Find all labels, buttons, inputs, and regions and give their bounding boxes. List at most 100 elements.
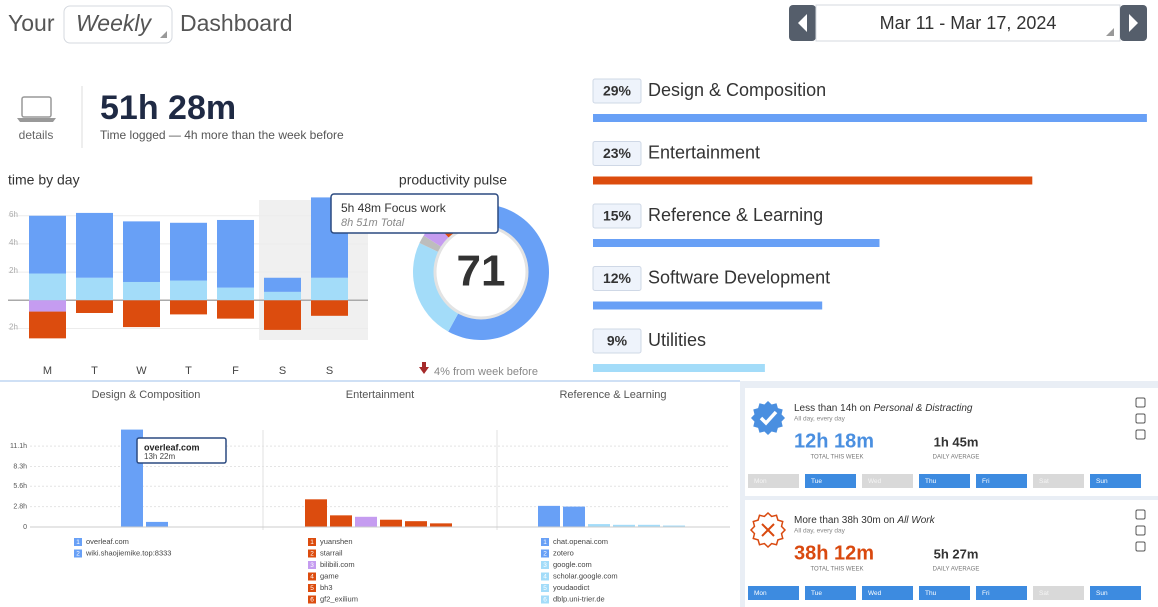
- period-value[interactable]: Weekly: [76, 10, 152, 36]
- day-bar-segment: [76, 277, 113, 301]
- day-label: Fri: [982, 478, 990, 485]
- x-tick-label: T: [185, 365, 192, 377]
- pulse-title: productivity pulse: [399, 172, 507, 188]
- legend-label[interactable]: zotero: [553, 548, 574, 557]
- goal-note: All day, every day: [794, 416, 846, 423]
- day-label: Fri: [982, 590, 990, 597]
- category-name[interactable]: Software Development: [648, 267, 830, 287]
- app-bar[interactable]: [405, 521, 427, 527]
- period-dropdown[interactable]: [63, 5, 173, 44]
- goal-action-icon[interactable]: [1135, 541, 1146, 552]
- goal-average: 1h 45m: [934, 434, 979, 449]
- legend-swatch: [308, 538, 316, 546]
- legend-swatch: [541, 561, 549, 569]
- x-tick-label: F: [232, 365, 239, 377]
- goal-action-icon[interactable]: [1135, 413, 1146, 424]
- legend-swatch: [541, 549, 549, 558]
- legend-label[interactable]: starrail: [320, 548, 343, 557]
- y-tick-label: 4h: [9, 238, 18, 247]
- app-bar[interactable]: [563, 506, 585, 527]
- details-link[interactable]: details: [19, 128, 54, 142]
- app-tooltip-subtitle: 13h 22m: [144, 452, 175, 461]
- pulse-tooltip-title: 5h 48m Focus work: [341, 201, 447, 215]
- goal-total: 12h 18m: [794, 430, 874, 452]
- goals: Less than 14h on Personal & Distracting A…: [745, 388, 1158, 607]
- day-bar-segment: [29, 300, 66, 312]
- header-prefix: Your: [8, 10, 55, 36]
- laptop-icon[interactable]: [21, 96, 52, 118]
- legend-label[interactable]: chat.openai.com: [553, 537, 608, 546]
- y-tick-label: 6h: [9, 210, 18, 219]
- app-bar[interactable]: [305, 499, 327, 527]
- app-bar[interactable]: [430, 523, 452, 527]
- legend-label[interactable]: wiki.shaojiemike.top:8333: [85, 548, 171, 557]
- day-label: Sun: [1096, 590, 1108, 597]
- y-tick-label: 0: [23, 524, 27, 531]
- category-name[interactable]: Reference & Learning: [648, 205, 823, 225]
- app-bar[interactable]: [638, 524, 660, 527]
- category-name[interactable]: Design & Composition: [648, 80, 826, 100]
- legend-label[interactable]: yuanshen: [320, 537, 353, 546]
- app-bar[interactable]: [538, 505, 560, 527]
- total-time: 51h 28m: [100, 89, 236, 127]
- legend-label[interactable]: game: [320, 571, 339, 580]
- legend-label[interactable]: youdaodict: [553, 583, 590, 592]
- legend-swatch: [308, 549, 316, 558]
- category-name[interactable]: Utilities: [648, 330, 706, 350]
- day-bar-segment: [29, 311, 66, 339]
- y-tick-label: 8.3h: [13, 463, 27, 470]
- app-bar[interactable]: [663, 525, 685, 527]
- legend-swatch: [308, 561, 316, 569]
- goal-prefix: More than 38h 30m on: [794, 515, 897, 526]
- app-bar[interactable]: [355, 516, 377, 527]
- day-bar-segment: [170, 222, 207, 281]
- app-bar[interactable]: [613, 524, 635, 527]
- total-subtitle: Time logged — 4h more than the week befo…: [100, 128, 344, 142]
- day-label: Tue: [811, 478, 822, 485]
- legend-rank: 3: [543, 562, 547, 569]
- day-bar-segment: [264, 291, 301, 301]
- x-mark: [761, 523, 775, 537]
- goal-total-label: TOTAL THIS WEEK: [810, 567, 863, 573]
- day-pill: [976, 474, 1027, 488]
- legend-label[interactable]: gf2_exilium: [320, 594, 358, 603]
- category-bar: [593, 301, 823, 310]
- day-label: Sat: [1039, 478, 1049, 485]
- legend-swatch: [541, 584, 549, 592]
- app-bar[interactable]: [380, 519, 402, 527]
- app-bar[interactable]: [146, 521, 168, 527]
- legend-swatch: [541, 595, 549, 604]
- legend-label[interactable]: dblp.uni-trier.de: [553, 594, 605, 603]
- day-bar-segment: [217, 219, 254, 288]
- day-bar-segment: [264, 277, 301, 292]
- category-name[interactable]: Entertainment: [648, 142, 760, 162]
- percent-label: 23%: [603, 145, 632, 161]
- day-pill: [748, 586, 799, 600]
- legend-label[interactable]: bh3: [320, 583, 333, 592]
- goal-action-icon[interactable]: [1135, 429, 1146, 440]
- legend-label[interactable]: google.com: [553, 560, 592, 569]
- panel-title: Entertainment: [346, 389, 414, 401]
- legend-label[interactable]: overleaf.com: [86, 537, 129, 546]
- category-breakdown: 29% Design & Composition 23% Entertainment 1…: [592, 78, 1147, 372]
- panel-title: Design & Composition: [92, 389, 201, 401]
- day-label: Sat: [1039, 590, 1049, 597]
- y-tick-label: 5.6h: [13, 483, 27, 490]
- legend-label[interactable]: bilibili.com: [320, 560, 355, 569]
- legend-label[interactable]: scholar.google.com: [553, 571, 618, 580]
- y-tick-label: 2.8h: [13, 503, 27, 510]
- day-bar-segment: [217, 300, 254, 319]
- goal-action-icon[interactable]: [1135, 509, 1146, 520]
- app-bar[interactable]: [330, 515, 352, 527]
- goal-action-icon[interactable]: [1135, 525, 1146, 536]
- legend-rank: 2: [310, 551, 314, 558]
- goal-action-icon[interactable]: [1135, 397, 1146, 408]
- time-by-day-title: time by day: [8, 172, 80, 188]
- day-label: Thu: [925, 590, 937, 597]
- date-range[interactable]: Mar 11 - Mar 17, 2024: [880, 13, 1057, 33]
- day-label: Tue: [811, 590, 822, 597]
- app-bar[interactable]: [588, 524, 610, 527]
